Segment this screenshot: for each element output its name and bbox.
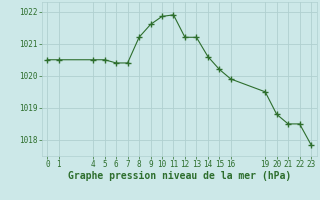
X-axis label: Graphe pression niveau de la mer (hPa): Graphe pression niveau de la mer (hPa) (68, 171, 291, 181)
